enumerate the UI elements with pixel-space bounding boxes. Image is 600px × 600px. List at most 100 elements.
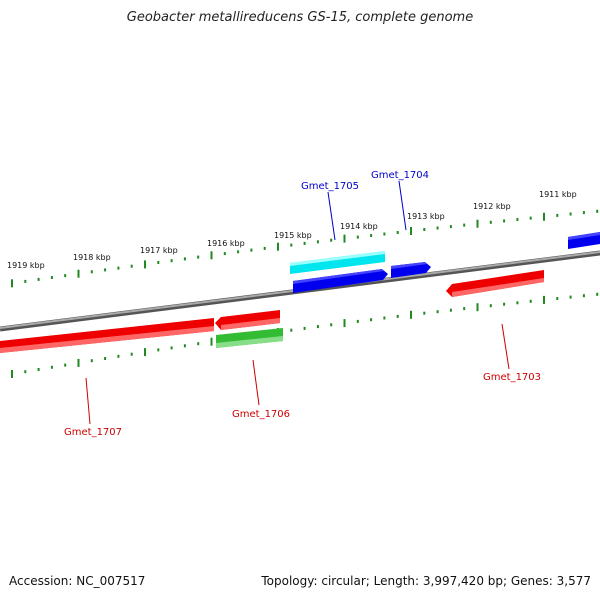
gene-gmet-1706-arrow[interactable] [216,328,283,348]
outer-minor-tick [117,266,120,270]
gene-gmet-1705-body[interactable] [293,269,388,293]
inner-minor-tick [569,295,572,299]
outer-tick-row [11,209,599,288]
outer-major-tick [543,212,545,221]
inner-major-tick [343,319,346,328]
inner-minor-tick [489,304,492,308]
gmet-1707-leader [85,377,91,425]
outer-minor-tick [170,259,173,263]
outer-minor-tick [463,223,466,227]
inner-minor-tick [516,301,519,305]
outer-minor-tick [316,240,319,244]
tick-label-1911: 1911 kbp [539,190,577,199]
outer-minor-tick [37,277,40,281]
outer-minor-tick [50,276,53,279]
inner-minor-tick [463,307,466,311]
tick-label-1916: 1916 kbp [207,239,245,248]
inner-minor-tick [423,311,426,315]
inner-minor-tick [503,302,506,306]
outer-major-tick [77,269,80,278]
outer-major-tick [277,242,279,251]
outer-minor-tick [582,211,585,215]
inner-major-tick [210,337,213,346]
inner-major-tick [410,310,412,319]
outer-minor-tick [423,228,426,231]
inner-minor-tick [330,323,333,327]
tick-label-1912: 1912 kbp [473,202,511,211]
inner-minor-tick [436,310,439,314]
tick-label-1915: 1915 kbp [274,231,312,240]
inner-minor-tick [170,346,173,350]
tick-label-1919: 1919 kbp [7,261,45,270]
gene-gmet-1706-red-arrow[interactable] [215,310,280,330]
outer-major-tick [343,234,346,243]
inner-major-tick [476,303,479,312]
inner-minor-tick [157,348,160,352]
gene-gmet-1702-arrow[interactable] [568,232,600,249]
tick-label-1918: 1918 kbp [73,253,111,262]
outer-minor-tick [250,248,253,252]
inner-major-tick [543,295,545,304]
outer-major-tick [11,279,13,288]
outer-minor-tick [197,255,200,259]
outer-minor-tick [90,270,93,274]
gene-gmet-1707-arrow[interactable] [0,318,214,353]
genome-summary-text: Topology: circular; Length: 3,997,420 bp… [261,574,591,588]
inner-minor-tick [370,318,373,322]
gene-label-gmet-1705[interactable]: Gmet_1705 [301,181,359,192]
outer-minor-tick [383,232,386,236]
outer-major-tick [210,251,213,260]
inner-minor-tick [130,352,133,356]
inner-minor-tick [356,319,359,323]
outer-minor-tick [24,279,27,283]
accession-text: Accession: NC_007517 [9,574,146,588]
inner-minor-tick [90,359,93,363]
inner-major-tick [11,370,13,378]
inner-minor-tick [104,357,107,360]
outer-minor-tick [223,252,226,256]
inner-minor-tick [37,368,40,371]
outer-minor-tick [104,268,107,272]
gene-gmet-1705-arrow[interactable] [290,251,385,274]
outer-major-tick [144,260,146,269]
outer-minor-tick [370,234,373,237]
map-title: Geobacter metallireducens GS-15, complet… [126,10,474,25]
outer-minor-tick [449,225,452,229]
inner-minor-tick [303,326,306,330]
outer-minor-tick [183,257,186,261]
gmet-1703-leader [501,323,510,370]
outer-minor-tick [529,216,532,220]
inner-minor-tick [64,363,67,367]
outer-minor-tick [64,274,67,278]
outer-minor-tick [263,246,266,250]
inner-minor-tick [529,299,532,303]
gmet-1704-leader [398,180,407,231]
gene-label-gmet-1707[interactable]: Gmet_1707 [64,427,122,438]
gene-gmet-1704-arrow[interactable] [391,262,431,278]
outer-minor-tick [396,231,399,234]
gene-label-gmet-1706[interactable]: Gmet_1706 [232,409,290,420]
inner-minor-tick [50,365,53,369]
outer-major-tick [410,227,412,235]
outer-minor-tick [596,209,599,213]
tick-label-1914: 1914 kbp [340,222,378,231]
gene-label-gmet-1704[interactable]: Gmet_1704 [371,170,429,181]
outer-minor-tick [436,226,439,230]
inner-minor-tick [183,344,186,348]
inner-minor-tick [24,370,27,374]
outer-minor-tick [130,264,133,268]
outer-minor-tick [303,241,306,245]
inner-minor-tick [197,342,200,346]
gene-label-gmet-1703[interactable]: Gmet_1703 [483,372,541,383]
outer-minor-tick [330,238,333,242]
inner-minor-tick [582,294,585,298]
inner-minor-tick [316,325,319,329]
inner-minor-tick [117,354,120,358]
inner-minor-tick [596,292,599,296]
gene-gmet-1703-arrow[interactable] [446,270,544,297]
inner-minor-tick [396,314,399,318]
inner-minor-tick [290,328,293,332]
inner-major-tick [144,348,146,357]
